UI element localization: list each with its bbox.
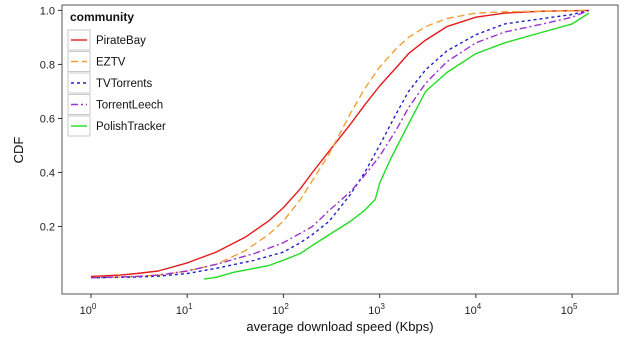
series-line-polishtracker <box>203 12 590 280</box>
y-tick-label: 0.6 <box>40 113 55 125</box>
y-axis-ticks: 0.2 0.4 0.6 0.8 1.0 <box>40 5 62 233</box>
x-tick-base: 10 <box>80 305 92 317</box>
series-line-torrentleech <box>90 9 590 279</box>
legend-item: PolishTracker <box>67 115 166 137</box>
legend-label: EZTV <box>96 57 126 69</box>
x-tick-exponent: 1 <box>188 302 193 311</box>
series-layer <box>90 9 590 280</box>
series-line-eztv <box>90 9 590 279</box>
y-tick-label: 0.4 <box>40 167 55 179</box>
x-tick-base: 10 <box>176 305 188 317</box>
x-tick-base: 10 <box>561 305 573 317</box>
y-tick-label: 0.2 <box>40 221 55 233</box>
y-tick-label: 1.0 <box>40 5 55 17</box>
x-tick-exponent: 2 <box>284 302 289 311</box>
x-tick-exponent: 0 <box>92 302 97 311</box>
legend-item: PirateBay <box>67 29 146 51</box>
x-tick-label: 104 <box>465 302 482 317</box>
x-tick-base: 10 <box>465 305 477 317</box>
x-tick-label: 102 <box>272 302 289 317</box>
x-tick-label: 100 <box>80 302 97 317</box>
legend-item: EZTV <box>67 51 126 72</box>
y-tick-label: 0.8 <box>40 59 55 71</box>
x-tick-base: 10 <box>368 305 380 317</box>
legend-item: TorrentLeech <box>67 94 163 115</box>
x-axis-title: average download speed (Kbps) <box>246 319 433 334</box>
legend-label: PolishTracker <box>96 121 166 133</box>
x-tick-label: 105 <box>561 302 578 317</box>
legend-key-box <box>67 94 91 115</box>
x-tick-exponent: 5 <box>573 302 578 311</box>
legend: community PirateBay EZTV TVTorrents Torrent… <box>67 10 166 137</box>
x-tick-base: 10 <box>272 305 284 317</box>
x-tick-label: 103 <box>368 302 385 317</box>
series-line-piratebay <box>90 9 590 278</box>
x-tick-exponent: 3 <box>381 302 386 311</box>
legend-label: PirateBay <box>96 35 146 47</box>
legend-label: TorrentLeech <box>96 100 163 112</box>
legend-item: TVTorrents <box>67 72 152 94</box>
x-tick-label: 101 <box>176 302 193 317</box>
plot-panel <box>61 4 619 295</box>
legend-key-box <box>67 51 91 72</box>
legend-title: community <box>70 10 134 24</box>
x-tick-exponent: 4 <box>477 302 482 311</box>
legend-label: TVTorrents <box>96 78 152 90</box>
x-axis-ticks: 100 101 102 103 104 105 <box>80 294 578 317</box>
y-axis-title: CDF <box>11 137 26 164</box>
